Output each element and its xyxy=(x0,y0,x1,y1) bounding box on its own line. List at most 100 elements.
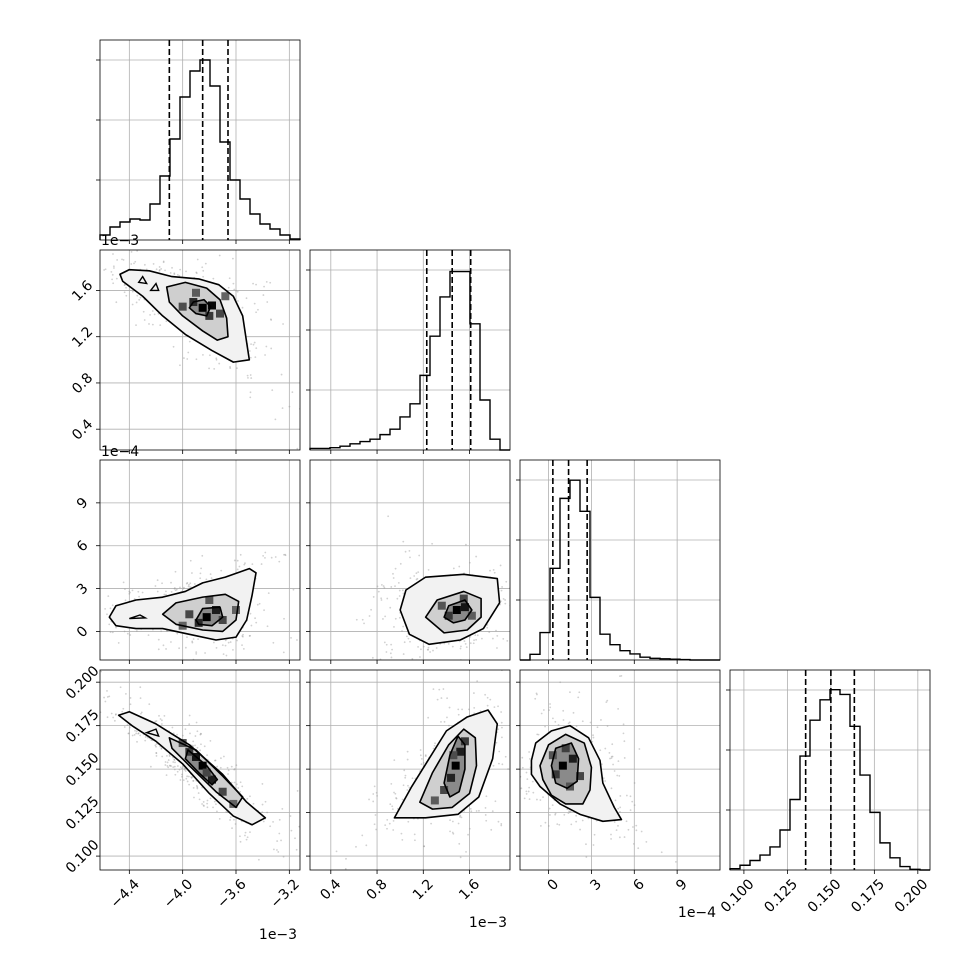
sample-point xyxy=(158,269,161,272)
sample-point xyxy=(459,815,461,818)
sample-point xyxy=(195,785,198,787)
sample-point xyxy=(96,603,98,605)
sample-point xyxy=(169,272,172,274)
sample-point xyxy=(291,391,294,394)
sample-point xyxy=(245,838,248,841)
sample-point xyxy=(605,701,608,704)
x-tick-label: 0.100 xyxy=(718,876,758,916)
sample-point xyxy=(475,555,478,558)
sample-point xyxy=(388,822,391,825)
sample-point xyxy=(206,802,209,805)
sample-point xyxy=(404,776,407,779)
sample-point xyxy=(276,840,279,842)
sample-point xyxy=(108,695,111,698)
sample-point xyxy=(57,244,59,246)
sample-point xyxy=(258,602,261,605)
offset-label-param-1-bottom: 1e−3 xyxy=(469,915,507,931)
sample-point xyxy=(257,308,259,311)
sample-point xyxy=(416,577,419,580)
sample-point xyxy=(577,696,580,699)
sample-point xyxy=(143,263,146,266)
sample-point xyxy=(131,734,134,737)
sample-point xyxy=(165,774,168,777)
sample-point xyxy=(182,765,185,768)
density-cell xyxy=(198,761,207,770)
sample-point xyxy=(112,716,115,719)
offset-label-param-2-bottom: 1e−4 xyxy=(678,905,716,921)
sample-point xyxy=(575,820,578,823)
sample-point xyxy=(252,343,255,346)
sample-point xyxy=(224,639,227,642)
sample-point xyxy=(229,641,232,643)
sample-point xyxy=(420,648,422,651)
sample-point xyxy=(606,725,609,727)
sample-point xyxy=(78,641,80,643)
sample-point xyxy=(100,670,103,673)
sample-point xyxy=(191,640,194,643)
sample-point xyxy=(126,724,129,726)
sample-point xyxy=(109,631,112,634)
sample-point xyxy=(300,327,302,329)
sample-point xyxy=(534,697,537,700)
histogram-step-line xyxy=(520,479,720,661)
sample-point xyxy=(234,823,237,825)
sample-point xyxy=(509,668,511,670)
panel-content xyxy=(57,244,302,450)
sample-point xyxy=(155,720,158,722)
panel-content xyxy=(335,668,511,870)
sample-point xyxy=(504,755,507,758)
sample-point xyxy=(187,585,190,588)
sample-point xyxy=(169,765,172,767)
contour-line-3 xyxy=(188,298,212,317)
sample-point xyxy=(160,630,163,633)
sample-point xyxy=(401,673,403,675)
sample-point xyxy=(527,790,530,793)
sample-point xyxy=(290,829,293,832)
sample-point xyxy=(145,268,148,271)
sample-point xyxy=(452,832,455,835)
sample-point xyxy=(537,596,539,598)
sample-point xyxy=(307,839,309,841)
sample-point xyxy=(264,800,267,803)
y-tick-label: 1.2 xyxy=(69,324,96,351)
sample-point xyxy=(97,257,99,259)
sample-point xyxy=(525,790,528,793)
sample-point xyxy=(290,636,292,639)
sample-point xyxy=(399,562,402,565)
sample-point xyxy=(233,288,236,291)
y-tick-label: 0 xyxy=(74,623,92,641)
density-cell xyxy=(451,761,460,770)
sample-point xyxy=(197,792,200,794)
sample-point xyxy=(270,556,273,559)
sample-point xyxy=(300,873,302,875)
sample-point xyxy=(604,780,607,782)
sample-point xyxy=(581,720,584,723)
sample-point xyxy=(486,696,489,699)
sample-point xyxy=(364,932,366,934)
sample-point xyxy=(449,819,451,822)
sample-point xyxy=(262,294,265,296)
sample-point xyxy=(168,764,171,767)
sample-point xyxy=(575,725,578,728)
sample-point xyxy=(478,809,480,812)
sample-point xyxy=(255,347,258,350)
sample-point xyxy=(111,631,114,634)
sample-point xyxy=(458,565,461,568)
sample-point xyxy=(86,250,88,252)
histogram-panel-0 xyxy=(96,39,301,244)
sample-point xyxy=(162,644,165,647)
sample-point xyxy=(389,606,392,609)
x-tick-label: −4.4 xyxy=(108,876,143,911)
contour-line-3 xyxy=(184,749,219,786)
sample-point xyxy=(76,245,78,247)
sample-point xyxy=(467,708,470,711)
sample-point xyxy=(535,552,537,554)
sample-point xyxy=(617,760,620,763)
y-tick-label: 0.125 xyxy=(63,793,103,833)
sample-point xyxy=(193,583,196,585)
sample-point xyxy=(248,350,251,352)
sample-point xyxy=(380,583,383,586)
sample-point xyxy=(296,790,299,792)
sample-point xyxy=(198,798,201,801)
sample-point xyxy=(402,540,405,543)
